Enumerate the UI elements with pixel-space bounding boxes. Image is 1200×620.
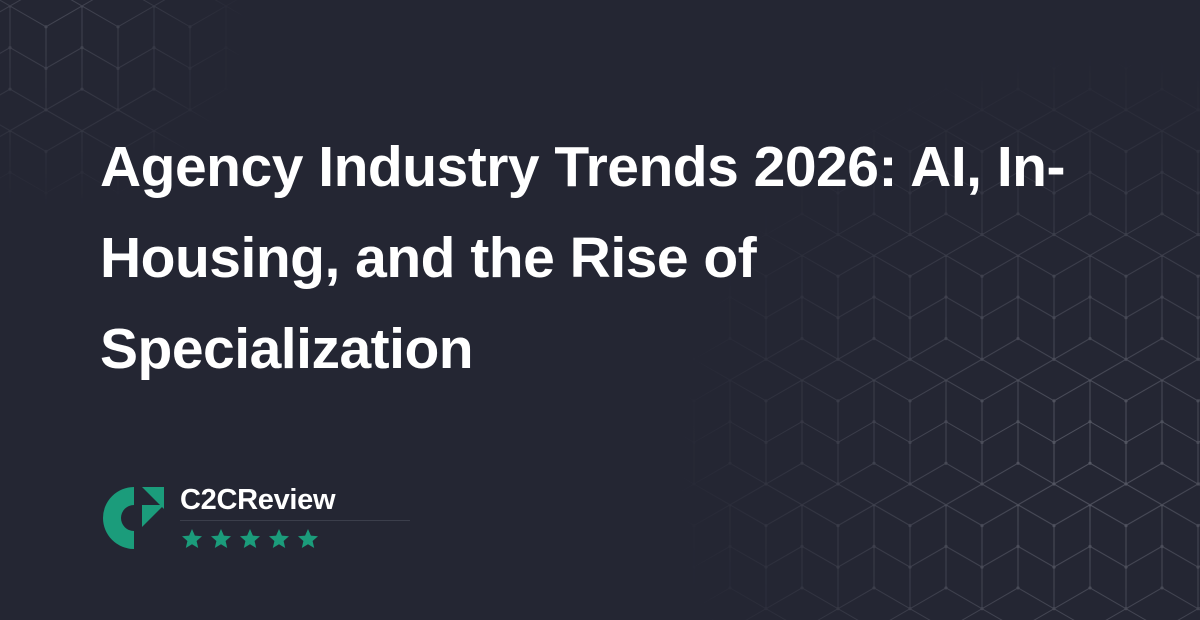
star-icon	[240, 529, 260, 548]
article-title: Agency Industry Trends 2026: AI, In-Hous…	[100, 135, 1065, 381]
star-icon	[298, 529, 318, 548]
star-icon	[211, 529, 231, 548]
star-icon	[182, 529, 202, 548]
brand-lockup: C2CReview	[100, 483, 420, 553]
brand-name: C2CReview	[180, 484, 336, 516]
rating-stars	[180, 527, 320, 551]
c2creview-logo-icon	[103, 487, 164, 549]
star-icon	[269, 529, 289, 548]
brand-divider	[180, 520, 410, 521]
